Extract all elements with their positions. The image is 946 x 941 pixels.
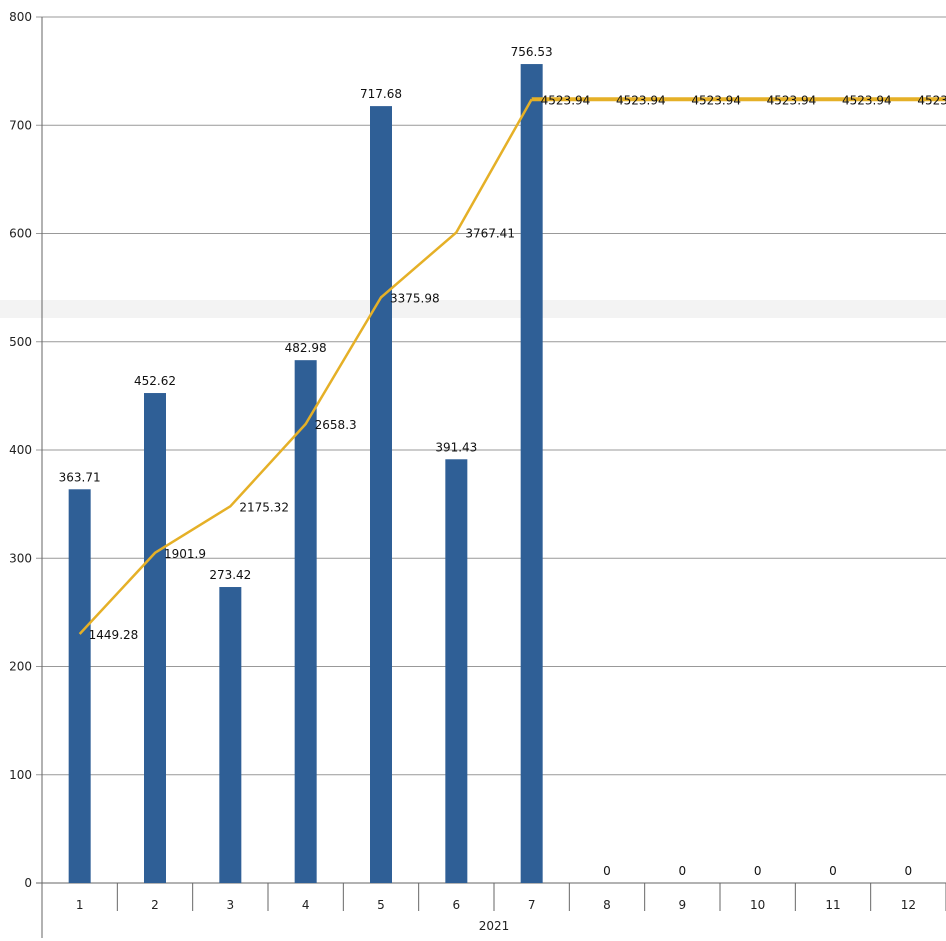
x-tick-label: 10 bbox=[750, 898, 765, 912]
x-tick-label: 11 bbox=[825, 898, 840, 912]
bar bbox=[520, 64, 543, 883]
bar-value-label: 452.62 bbox=[134, 374, 176, 388]
y-tick-label: 800 bbox=[9, 10, 32, 24]
x-axis: 1 2 3 4 5 6 7 8 9 10 11 12 bbox=[41, 17, 946, 938]
cumulative-value-label: 4523.94 bbox=[691, 93, 741, 107]
x-tick-label: 9 bbox=[679, 898, 687, 912]
cumulative-value-label: 3767.41 bbox=[465, 226, 515, 240]
x-group-label: 2021 bbox=[479, 919, 510, 933]
bar bbox=[219, 587, 242, 883]
bar-value-label: 0 bbox=[829, 864, 837, 878]
cumulative-value-label: 1449.28 bbox=[89, 628, 139, 642]
bar-value-label: 482.98 bbox=[285, 341, 327, 355]
x-tick-label: 7 bbox=[528, 898, 536, 912]
bar bbox=[445, 459, 468, 883]
cumulative-value-label: 4523.94 bbox=[767, 93, 817, 107]
bar-data-labels: 363.71 452.62 273.42 482.98 717.68 391.43 756.… bbox=[59, 45, 912, 878]
bar-value-label: 717.68 bbox=[360, 87, 402, 101]
cumulative-value-label: 2175.32 bbox=[239, 500, 289, 514]
bar-value-label: 0 bbox=[679, 864, 687, 878]
bar bbox=[370, 106, 392, 884]
band-highlight bbox=[0, 300, 946, 318]
gridlines bbox=[36, 16, 946, 884]
bar-value-label: 391.43 bbox=[435, 440, 477, 454]
y-tick-label: 300 bbox=[9, 551, 32, 565]
bar-value-label: 0 bbox=[603, 864, 611, 878]
cumulative-value-label: 2658.3 bbox=[315, 418, 357, 432]
x-tick-label: 6 bbox=[453, 898, 461, 912]
y-tick-label: 100 bbox=[9, 768, 32, 782]
y-tick-label: 0 bbox=[24, 876, 32, 890]
bar-value-label: 273.42 bbox=[209, 568, 251, 582]
bar-value-label: 756.53 bbox=[511, 45, 553, 59]
cumulative-value-label: 4523 bbox=[917, 93, 946, 107]
cumulative-line bbox=[78, 98, 533, 635]
bar-series bbox=[68, 64, 543, 884]
x-tick-label: 3 bbox=[227, 898, 235, 912]
bar-value-label: 363.71 bbox=[59, 470, 101, 484]
x-tick-label: 8 bbox=[603, 898, 611, 912]
x-tick-label: 12 bbox=[901, 898, 916, 912]
x-tick-label: 4 bbox=[302, 898, 310, 912]
cumulative-value-label: 1901.9 bbox=[164, 547, 206, 561]
x-tick-label: 2 bbox=[151, 898, 159, 912]
y-axis-tick-labels: 0 100 200 300 400 500 600 700 800 bbox=[9, 10, 32, 890]
y-tick-label: 400 bbox=[9, 443, 32, 457]
y-tick-label: 200 bbox=[9, 660, 32, 674]
bar-value-label: 0 bbox=[754, 864, 762, 878]
cumulative-value-label: 4523.94 bbox=[541, 93, 591, 107]
cumulative-line-series bbox=[78, 97, 946, 635]
bar bbox=[144, 393, 166, 883]
cumulative-value-label: 4523.94 bbox=[616, 93, 666, 107]
bar-value-label: 0 bbox=[905, 864, 913, 878]
x-tick-label: 5 bbox=[377, 898, 385, 912]
bar bbox=[68, 489, 91, 883]
y-tick-label: 600 bbox=[9, 227, 32, 241]
y-tick-label: 500 bbox=[9, 335, 32, 349]
cumulative-value-label: 4523.94 bbox=[842, 93, 892, 107]
bar bbox=[294, 360, 317, 883]
cumulative-value-label: 3375.98 bbox=[390, 291, 440, 305]
y-tick-label: 700 bbox=[9, 118, 32, 132]
cumulative-data-labels: 1449.28 1901.9 2175.32 2658.3 3375.98 3767.41… bbox=[89, 93, 946, 642]
x-tick-label: 1 bbox=[76, 898, 84, 912]
